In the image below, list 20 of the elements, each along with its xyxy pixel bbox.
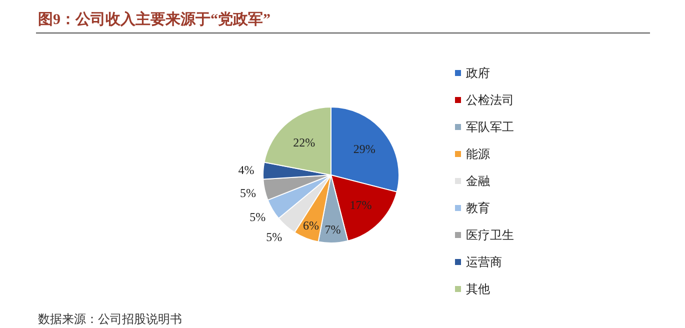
legend-label: 其他: [466, 282, 490, 296]
data-label: 22%: [293, 136, 316, 150]
data-label: 7%: [324, 222, 341, 236]
legend-label: 医疗卫生: [466, 228, 514, 242]
legend-label: 运营商: [466, 255, 502, 269]
legend-label: 政府: [466, 66, 490, 80]
data-label: 17%: [350, 198, 372, 212]
legend-label: 教育: [466, 201, 490, 215]
title: 图9：公司收入主要来源于“党政军”: [38, 12, 270, 28]
data-label: 5%: [250, 210, 266, 224]
legend-label: 军队军工: [466, 120, 514, 134]
legend-label: 能源: [466, 147, 490, 161]
data-label: 5%: [266, 230, 282, 244]
data-label: 29%: [353, 142, 376, 156]
data-label: 4%: [238, 162, 254, 177]
legend-label: 公检法司: [466, 93, 514, 107]
data-label: 6%: [302, 218, 319, 233]
legend-label: 金融: [466, 174, 490, 188]
data-label: 5%: [240, 186, 256, 200]
source-note: 数据来源：公司招股说明书: [38, 312, 182, 326]
